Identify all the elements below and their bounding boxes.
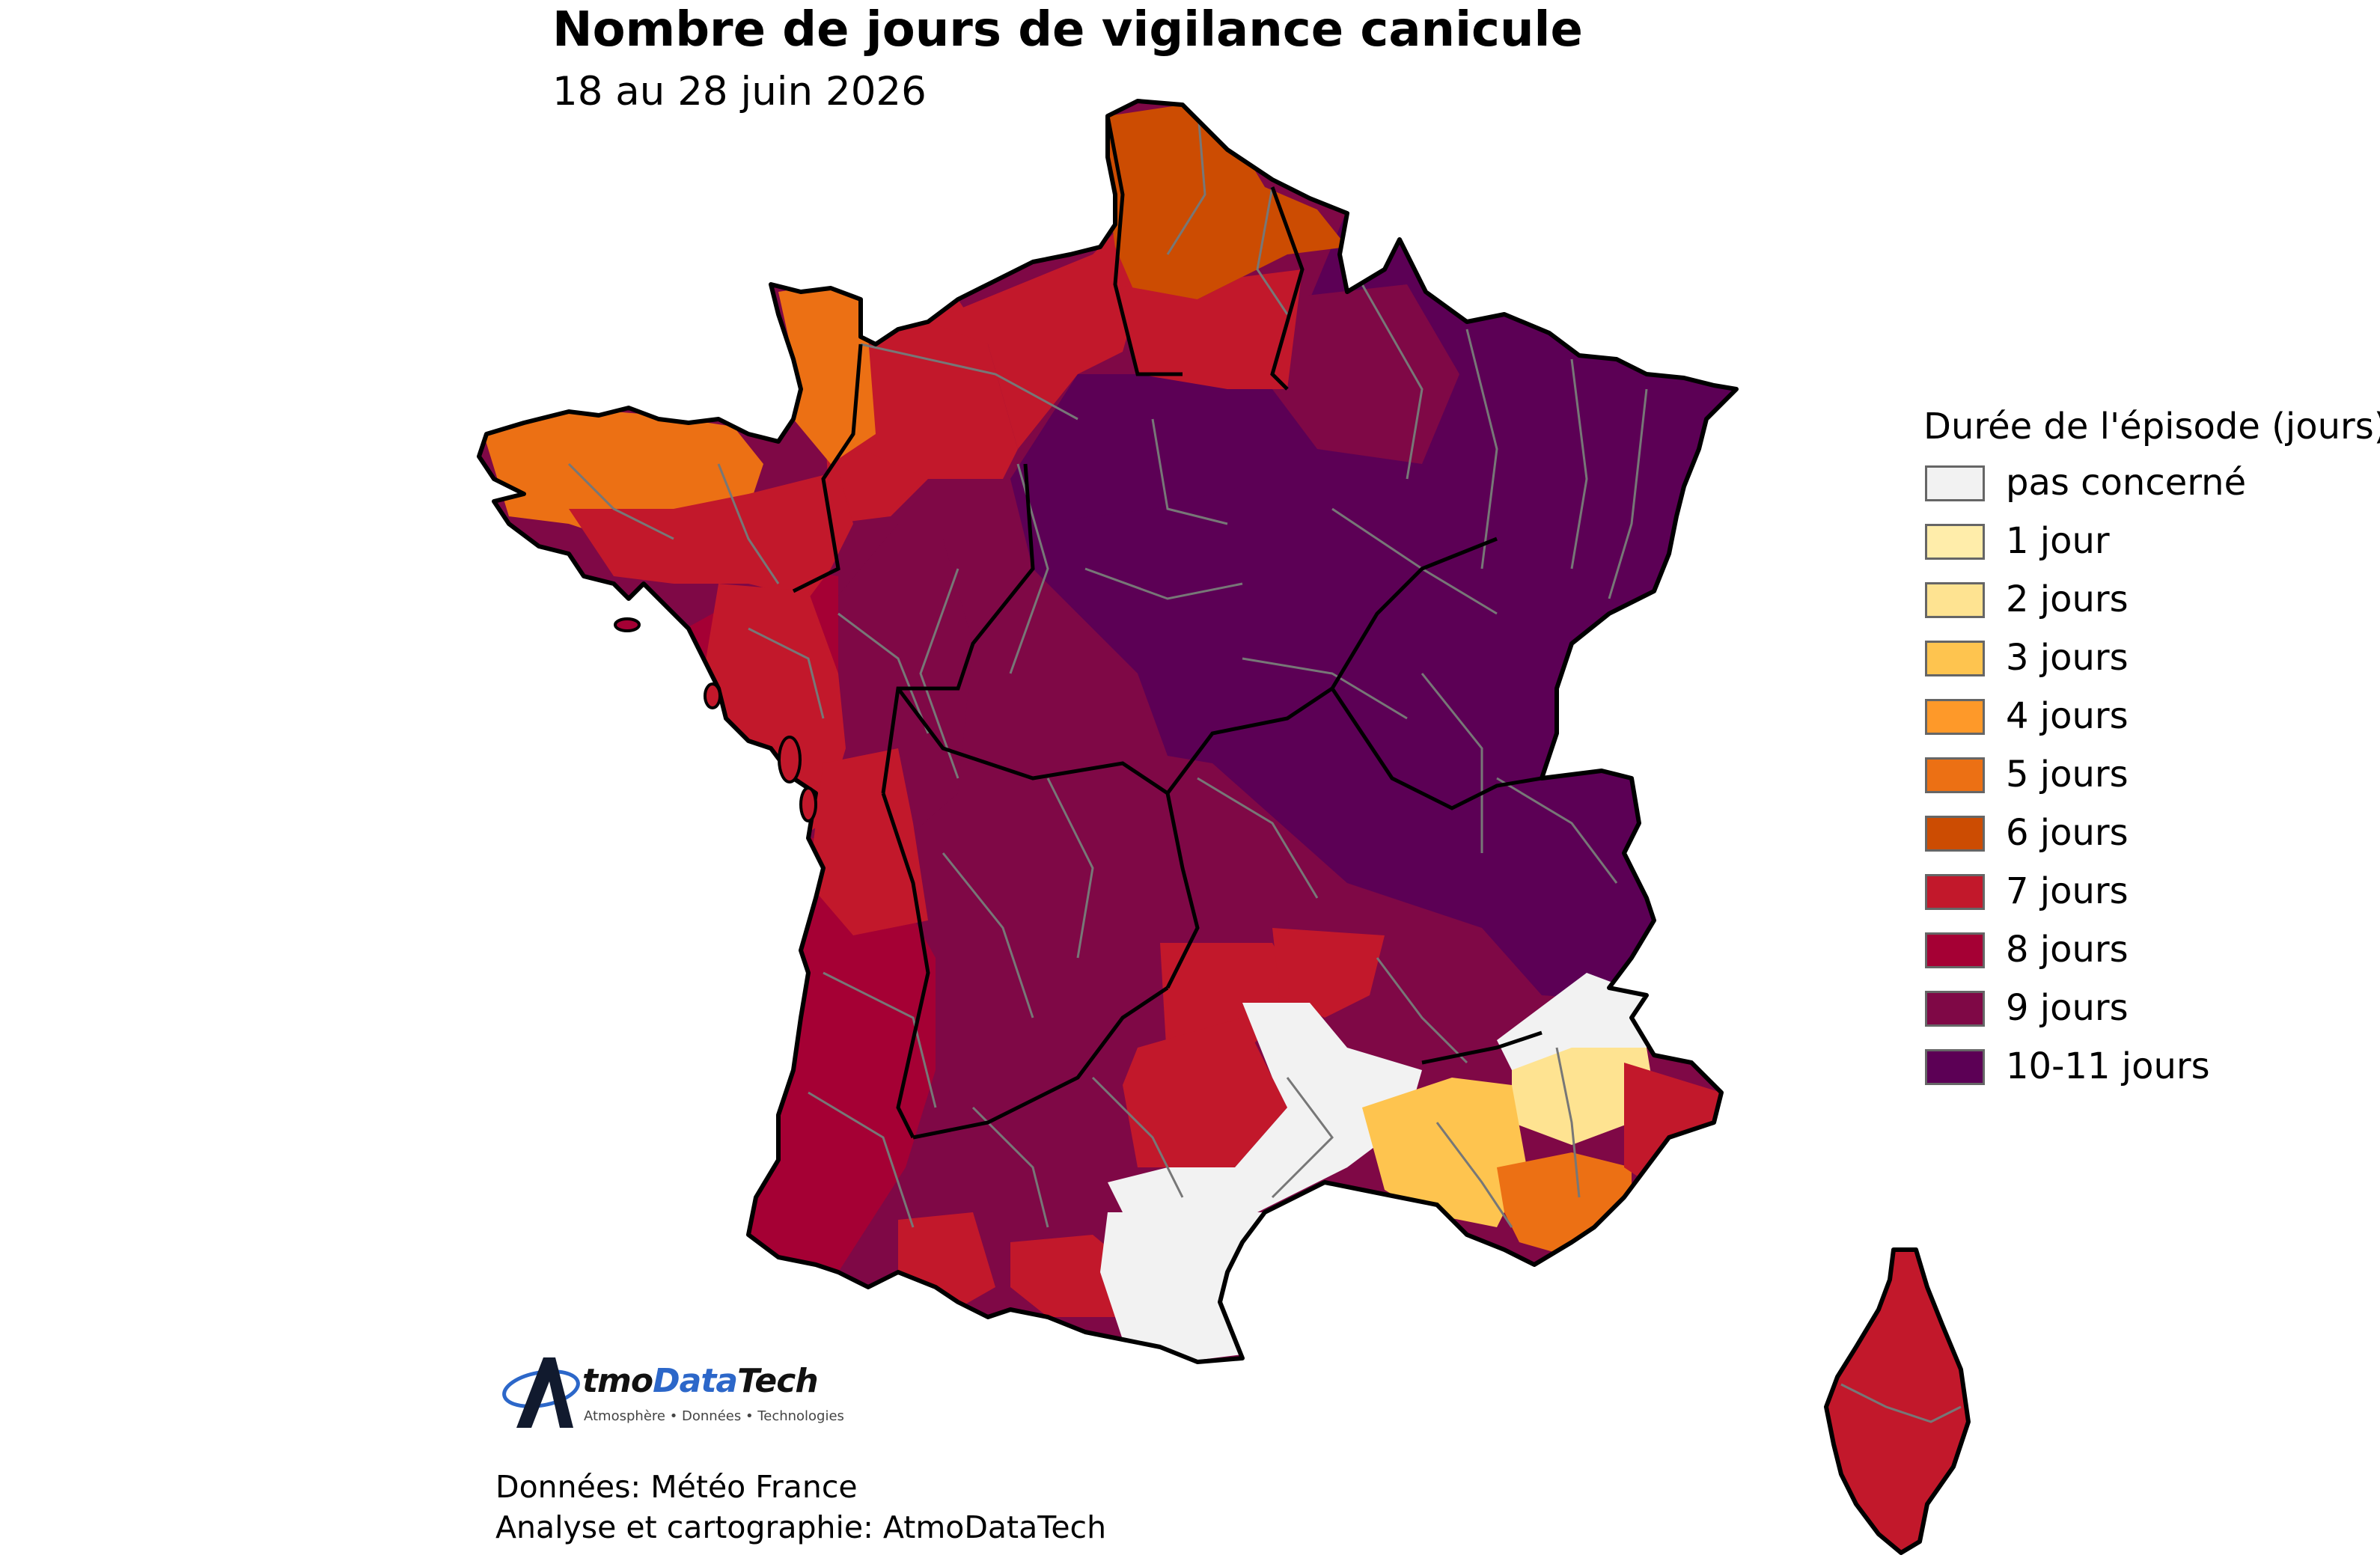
region-not-concerned-languedoc xyxy=(1108,1003,1422,1235)
atlantic-islands xyxy=(614,617,817,822)
legend-label: 8 jours xyxy=(2006,929,2129,971)
belle-ile xyxy=(614,617,641,632)
legend-item: 10-11 jours xyxy=(1923,1036,2380,1095)
legend-label: 7 jours xyxy=(2006,870,2129,912)
department-borders xyxy=(567,104,1648,1228)
region-7-days-haute-normandie xyxy=(928,232,1168,449)
legend-label: 3 jours xyxy=(2006,637,2129,679)
legend-label: pas concerné xyxy=(2006,462,2247,504)
legend-swatch xyxy=(1925,465,1985,501)
legend-title: Durée de l'épisode (jours) xyxy=(1923,406,2380,447)
legend-item: 4 jours xyxy=(1923,686,2380,745)
legend-swatch xyxy=(1925,699,1985,735)
legend-item: 9 jours xyxy=(1923,978,2380,1036)
region-7-days-alpes-maritimes xyxy=(1624,1063,1721,1182)
legend-swatch xyxy=(1925,524,1985,560)
logo-tagline: Atmosphère • Données • Technologies xyxy=(584,1408,844,1424)
legend-swatch xyxy=(1925,582,1985,618)
logo-emblem-icon xyxy=(502,1357,580,1428)
legend-item: 5 jours xyxy=(1923,745,2380,803)
legend-label: 2 jours xyxy=(2006,578,2129,620)
ile-d-yeu xyxy=(704,682,721,709)
region-5-days-manche xyxy=(778,284,876,464)
region-7-days-picardie xyxy=(1115,269,1302,389)
region-7-days-haute-loire xyxy=(1272,928,1385,1018)
logo-wordmark: tmoDataTech xyxy=(582,1362,819,1400)
region-10-11-paris xyxy=(1010,374,1272,524)
legend-label: 6 jours xyxy=(2006,812,2129,854)
legend-swatch xyxy=(1925,1049,1985,1085)
ile-de-re xyxy=(778,736,802,783)
legend-items: pas concerné 1 jour 2 jours 3 jours 4 jours 5… xyxy=(1923,453,2380,1095)
data-source: Données: Météo France xyxy=(495,1469,858,1505)
map-subtitle: 18 au 28 juin 2026 xyxy=(552,69,927,114)
legend-label: 10-11 jours xyxy=(2006,1045,2210,1087)
corsica xyxy=(1824,1247,1971,1555)
ile-d-oleron xyxy=(799,786,817,822)
map-title: Nombre de jours de vigilance canicule xyxy=(552,2,1583,58)
legend-item: pas concerné xyxy=(1923,453,2380,511)
legend-item: 2 jours xyxy=(1923,569,2380,628)
legend-swatch xyxy=(1925,932,1985,968)
legend-swatch xyxy=(1925,991,1985,1027)
legend-label: 5 jours xyxy=(2006,754,2129,795)
legend-label: 1 jour xyxy=(2006,520,2110,562)
legend-item: 7 jours xyxy=(1923,861,2380,920)
legend-item: 3 jours xyxy=(1923,628,2380,686)
legend-item: 6 jours xyxy=(1923,803,2380,861)
corsica-outline xyxy=(1824,1247,1971,1555)
legend-label: 4 jours xyxy=(2006,695,2129,737)
region-6-days-nord xyxy=(1108,105,1347,299)
region-borders xyxy=(792,115,1543,1140)
legend-swatch xyxy=(1925,757,1985,793)
region-7-days-aveyron xyxy=(1123,1018,1287,1167)
region-7-days-charente xyxy=(808,748,928,935)
mainland-outline xyxy=(477,99,1739,1364)
legend-label: 9 jours xyxy=(2006,987,2129,1029)
credits: Données: Météo France Analyse et cartogr… xyxy=(495,1467,1106,1548)
region-3-days-vaucluse xyxy=(1362,1078,1527,1227)
atmodatatech-logo: tmoDataTech Atmosphère • Données • Techn… xyxy=(500,1351,844,1434)
region-2-days-alpes-hp xyxy=(1512,1048,1654,1145)
corsica-department-border xyxy=(1840,1383,1962,1423)
legend-item: 8 jours xyxy=(1923,920,2380,978)
department-fills xyxy=(479,101,1736,1362)
region-9-days-champagne xyxy=(1272,284,1459,464)
internal-borders xyxy=(567,104,1648,1228)
analysis-credit: Analyse et cartographie: AtmoDataTech xyxy=(495,1509,1107,1545)
legend: Durée de l'épisode (jours) pas concerné 1… xyxy=(1923,400,2380,1095)
legend-swatch xyxy=(1925,816,1985,852)
region-7-days-bretagne xyxy=(569,471,853,599)
legend-swatch xyxy=(1925,641,1985,676)
legend-item: 1 jour xyxy=(1923,511,2380,569)
region-7-days-loire xyxy=(704,584,846,846)
legend-swatch xyxy=(1925,874,1985,910)
